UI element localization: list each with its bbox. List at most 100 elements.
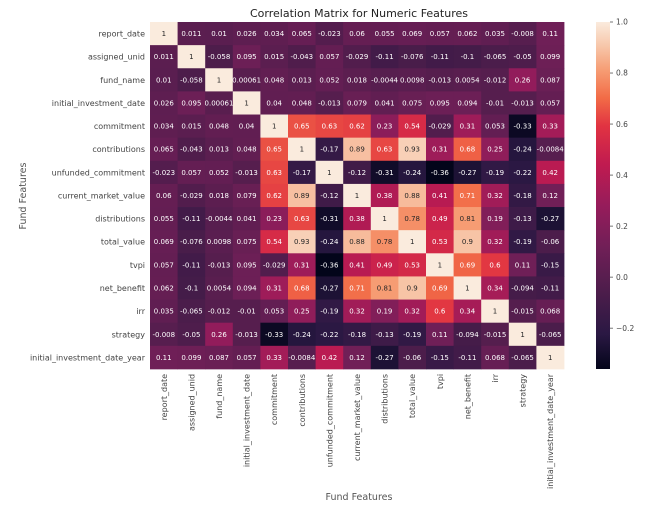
heatmap-cell-label: -0.27 — [320, 284, 338, 292]
heatmap-cell-label: -0.11 — [458, 354, 476, 362]
heatmap-cell-label: -0.023 — [153, 169, 176, 177]
heatmap-cell-label: -0.043 — [291, 53, 314, 61]
heatmap-cell-label: 0.018 — [347, 76, 367, 84]
heatmap-cell-label: -0.11 — [182, 215, 200, 223]
heatmap-cell-label: 0.54 — [266, 238, 282, 246]
heatmap-cell-label: -0.18 — [348, 331, 366, 339]
heatmap-cell-label: 0.057 — [237, 354, 257, 362]
x-tick-label: distributions — [381, 374, 390, 424]
heatmap-cell-label: 0.062 — [154, 284, 174, 292]
heatmap-cell-label: 0.018 — [209, 192, 229, 200]
heatmap-cell-label: 0.93 — [404, 146, 420, 154]
y-tick-label: unfunded_commitment — [52, 168, 145, 177]
heatmap-cell-label: 0.065 — [292, 30, 312, 38]
heatmap-cell-label: 0.079 — [347, 99, 367, 107]
colorbar-tick-label: 0.2 — [616, 222, 628, 231]
y-tick-label: contributions — [92, 145, 145, 154]
heatmap-cell-label: -0.15 — [431, 354, 449, 362]
heatmap-cell-label: 0.087 — [209, 354, 229, 362]
heatmap-cell-label: 0.71 — [349, 284, 365, 292]
heatmap-cell-label: 0.89 — [294, 192, 310, 200]
heatmap-cell-label: 0.013 — [292, 76, 312, 84]
x-tick-label: irr — [491, 373, 500, 382]
heatmap-cell-label: 1 — [548, 354, 552, 362]
heatmap-cell-label: 0.095 — [237, 261, 257, 269]
heatmap-cell-label: -0.06 — [541, 238, 560, 246]
heatmap-cell-label: 1 — [272, 123, 276, 131]
y-axis-label: Fund Features — [18, 163, 29, 230]
heatmap-cell-label: 0.69 — [460, 261, 476, 269]
heatmap-cell-label: 0.81 — [460, 215, 476, 223]
heatmap-cell-label: -0.0084 — [537, 146, 565, 154]
heatmap-cell-label: 1 — [162, 30, 166, 38]
heatmap-chart: Correlation Matrix for Numeric Features … — [0, 0, 656, 510]
heatmap-cell-label: 0.041 — [375, 99, 395, 107]
heatmap-cell-label: -0.013 — [429, 76, 452, 84]
heatmap-cell-label: -0.094 — [511, 284, 534, 292]
heatmap-cell-label: 0.062 — [457, 30, 477, 38]
x-tick-label: strategy — [519, 374, 528, 408]
x-tick-label: tvpi — [436, 374, 445, 389]
heatmap-cell-label: 0.034 — [264, 30, 285, 38]
heatmap-cell-label: 0.6 — [489, 261, 501, 269]
heatmap-cell-label: -0.24 — [514, 146, 533, 154]
heatmap-cell-label: 0.055 — [154, 215, 174, 223]
heatmap-cell-label: -0.0084 — [288, 354, 316, 362]
heatmap-cell-label: -0.013 — [511, 99, 534, 107]
heatmap-cell-label: 0.099 — [540, 53, 560, 61]
heatmap-cell-label: -0.01 — [486, 99, 504, 107]
heatmap-cell-label: 0.42 — [322, 354, 338, 362]
heatmap-cell-label: 0.38 — [377, 192, 393, 200]
heatmap-cell-label: 0.048 — [264, 76, 284, 84]
y-tick-label: report_date — [99, 30, 146, 39]
heatmap-cell-label: -0.24 — [293, 331, 312, 339]
heatmap-cell-label: 0.026 — [237, 30, 258, 38]
heatmap-cell-label: 0.63 — [294, 215, 310, 223]
heatmap-cell-label: 0.71 — [460, 192, 476, 200]
heatmap-cell-label: 0.32 — [404, 308, 420, 316]
y-tick-label: strategy — [112, 330, 146, 339]
heatmap-cell-label: 1 — [355, 192, 359, 200]
heatmap-cell-label: 0.32 — [487, 238, 503, 246]
heatmap-cell-label: -0.22 — [514, 169, 532, 177]
heatmap-cell-label: 0.31 — [294, 261, 310, 269]
heatmap-cell-label: 1 — [217, 76, 221, 84]
heatmap-cell-label: 0.052 — [209, 169, 229, 177]
heatmap-cell-label: 1 — [244, 99, 248, 107]
heatmap-cell-label: -0.0044 — [205, 215, 233, 223]
heatmap-cell-label: -0.27 — [376, 354, 394, 362]
heatmap-cell-label: 0.81 — [377, 284, 393, 292]
heatmap-cell-label: 0.63 — [266, 169, 282, 177]
heatmap-cell-label: 0.41 — [349, 261, 365, 269]
heatmap-cell-label: -0.065 — [511, 354, 534, 362]
heatmap-cell-label: 1 — [520, 331, 524, 339]
heatmap-cell-label: 0.06 — [156, 192, 172, 200]
heatmap-cell-label: 0.12 — [542, 192, 558, 200]
heatmap-cell-label: 0.42 — [542, 169, 558, 177]
heatmap-cell-label: -0.008 — [511, 30, 534, 38]
heatmap-cell-label: 0.04 — [266, 99, 282, 107]
heatmap-cell-label: -0.22 — [320, 331, 338, 339]
heatmap-cell-label: -0.015 — [484, 331, 507, 339]
heatmap-cell-label: -0.058 — [208, 53, 231, 61]
heatmap-cell-label: 0.068 — [485, 354, 505, 362]
colorbar-tick-label: 1.0 — [616, 18, 628, 27]
heatmap-cell-label: -0.1 — [461, 53, 475, 61]
heatmap-cell-label: -0.18 — [514, 192, 532, 200]
heatmap-cell-label: -0.06 — [403, 354, 422, 362]
heatmap-cell-label: -0.12 — [348, 169, 366, 177]
heatmap-cell-label: 0.65 — [266, 146, 282, 154]
heatmap-cell-label: 0.25 — [294, 308, 310, 316]
heatmap-cell-label: 0.075 — [402, 99, 422, 107]
heatmap-cell-label: 0.88 — [404, 192, 420, 200]
heatmap-cell-label: -0.015 — [511, 308, 534, 316]
heatmap-cell-label: 0.065 — [154, 146, 174, 154]
heatmap-cell-label: -0.36 — [320, 261, 339, 269]
heatmap-cell-label: 0.052 — [319, 76, 339, 84]
heatmap-cell-label: -0.013 — [318, 99, 341, 107]
heatmap-cell-label: -0.19 — [486, 169, 504, 177]
heatmap-cell-label: 1 — [382, 215, 386, 223]
heatmap-cell-label: -0.24 — [403, 169, 422, 177]
heatmap-cell-label: 0.0098 — [400, 76, 425, 84]
heatmap-cell-label: -0.029 — [263, 261, 286, 269]
